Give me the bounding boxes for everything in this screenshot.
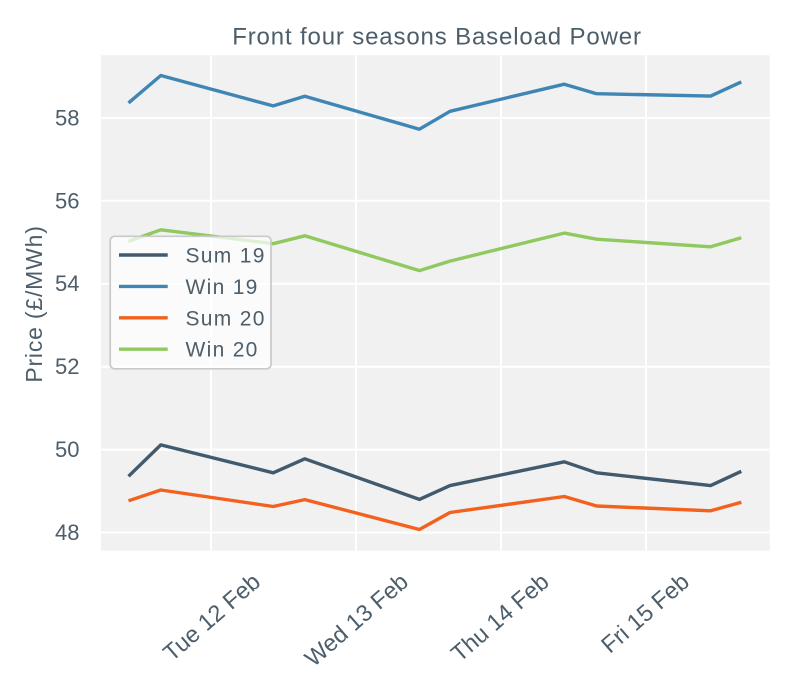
svg-text:Price (£/MWh): Price (£/MWh)	[21, 225, 47, 382]
svg-text:50: 50	[55, 437, 79, 462]
svg-text:Front four seasons Baseload Po: Front four seasons Baseload Power	[232, 24, 642, 51]
svg-text:48: 48	[55, 520, 79, 545]
svg-text:56: 56	[55, 188, 79, 213]
svg-text:54: 54	[55, 271, 79, 296]
svg-text:52: 52	[55, 354, 79, 379]
svg-text:Win 19: Win 19	[186, 276, 259, 299]
svg-text:Sum 19: Sum 19	[186, 245, 266, 268]
svg-text:Win 20: Win 20	[186, 339, 259, 362]
svg-text:58: 58	[55, 105, 79, 130]
svg-text:Sum 20: Sum 20	[186, 307, 266, 330]
